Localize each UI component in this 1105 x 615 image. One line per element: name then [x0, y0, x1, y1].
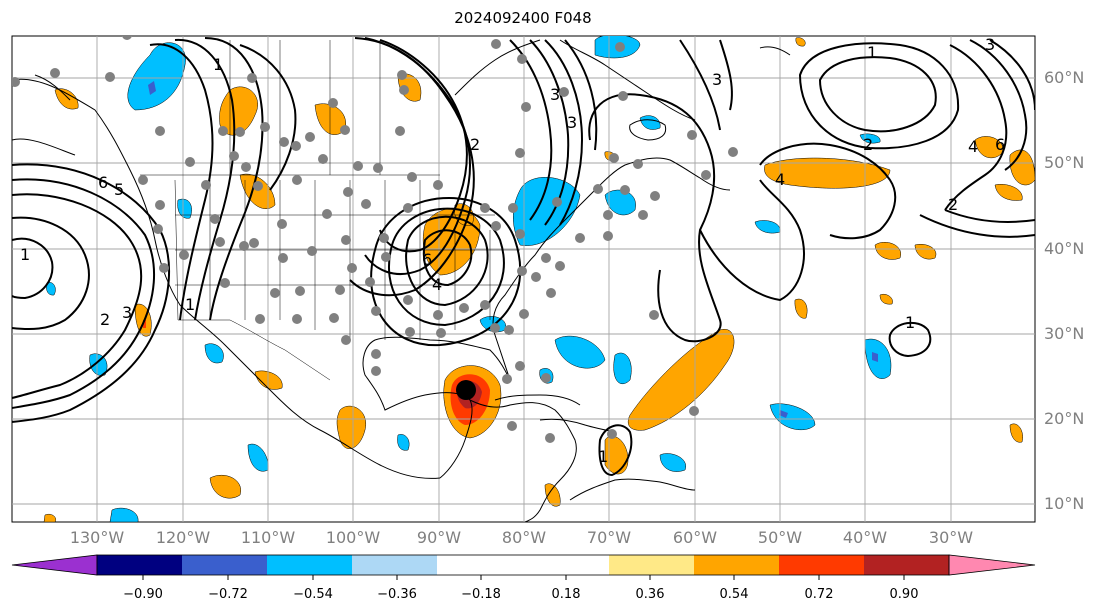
gridlines	[12, 36, 1035, 522]
colorbar-tick-label: 0.54	[719, 587, 749, 602]
lon-label: 100°W	[325, 528, 381, 547]
colorbar-tick-label: 0.90	[889, 587, 919, 602]
colorbar-bin	[352, 555, 437, 575]
coastlines	[12, 39, 791, 522]
svg-text:2: 2	[948, 195, 958, 214]
lon-label: 90°W	[416, 528, 462, 547]
lat-label: 60°N	[1044, 68, 1085, 87]
lat-label: 10°N	[1044, 494, 1085, 513]
colorbar-extend-high	[948, 554, 1036, 576]
colorbar-frame	[96, 554, 950, 576]
colorbar-bin	[182, 555, 267, 575]
svg-text:2: 2	[470, 135, 480, 154]
colorbar-bin	[609, 555, 694, 575]
colorbar-tick-label: −0.18	[461, 587, 501, 602]
colorbar-tick-label: −0.90	[123, 587, 163, 602]
colorbar-tick-label: −0.36	[377, 587, 417, 602]
lat-label: 40°N	[1044, 239, 1085, 258]
lon-label: 110°W	[240, 528, 296, 547]
svg-text:1: 1	[867, 43, 877, 62]
map-title: 2024092400 F048	[454, 9, 592, 27]
lon-label: 30°W	[928, 528, 974, 547]
lat-label: 30°N	[1044, 324, 1085, 343]
svg-text:6: 6	[422, 250, 432, 269]
svg-text:2: 2	[100, 310, 110, 329]
lat-label: 20°N	[1044, 409, 1085, 428]
svg-text:4: 4	[968, 137, 978, 156]
colorbar-bin	[779, 555, 864, 575]
lon-label: 70°W	[586, 528, 632, 547]
colorbar-bin	[694, 555, 779, 575]
colorbar-tick-label: −0.72	[208, 587, 248, 602]
colorbar-tick-label: 0.36	[635, 587, 665, 602]
colorbar-extend-low	[11, 554, 98, 576]
svg-text:6: 6	[995, 135, 1005, 154]
plot-frame	[11, 35, 1036, 523]
lon-label: 60°W	[672, 528, 718, 547]
svg-text:4: 4	[432, 275, 442, 294]
colorbar-bin	[864, 555, 949, 575]
svg-text:3: 3	[567, 113, 577, 132]
svg-text:3: 3	[985, 35, 995, 54]
colorbar-bin	[97, 555, 182, 575]
lon-label: 40°W	[842, 528, 888, 547]
svg-text:3: 3	[550, 85, 560, 104]
lon-label: 130°W	[69, 528, 125, 547]
colorbar-ticks	[142, 575, 905, 580]
svg-text:4: 4	[775, 170, 785, 189]
svg-text:1: 1	[598, 447, 608, 466]
colorbar-tick-label: 0.72	[804, 587, 834, 602]
svg-text:6: 6	[98, 173, 108, 192]
colorbar-bin	[437, 555, 609, 575]
svg-text:1: 1	[213, 55, 223, 74]
station-markers	[12, 36, 738, 443]
colorbar	[11, 554, 1036, 580]
storm-center-marker	[456, 380, 476, 400]
lon-label: 120°W	[155, 528, 211, 547]
lat-label: 50°N	[1044, 153, 1085, 172]
svg-text:5: 5	[114, 180, 124, 199]
anomaly-shading	[43, 36, 1035, 522]
svg-text:1: 1	[20, 245, 30, 264]
colorbar-bin	[267, 555, 352, 575]
lon-label: 80°W	[501, 528, 547, 547]
svg-text:1: 1	[185, 295, 195, 314]
contour-labels: 1 2 3 6 5 1 1 2 3 3 3 4 1 3 4 6 2 2 1 1 …	[20, 35, 1005, 466]
svg-text:3: 3	[712, 70, 722, 89]
colorbar-tick-label: −0.54	[293, 587, 333, 602]
svg-text:1: 1	[905, 313, 915, 332]
svg-text:3: 3	[122, 303, 132, 322]
lon-label: 50°W	[757, 528, 803, 547]
colorbar-tick-label: 0.18	[551, 587, 581, 602]
height-contours	[12, 37, 1035, 477]
svg-text:2: 2	[863, 135, 873, 154]
